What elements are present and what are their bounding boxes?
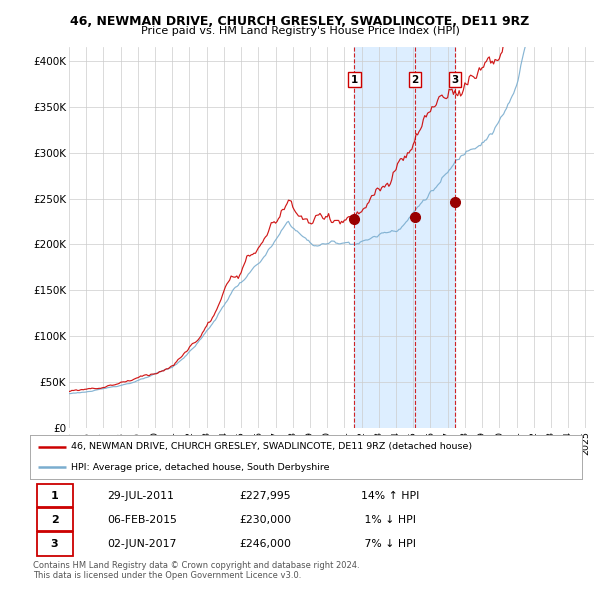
Text: 3: 3 — [51, 539, 58, 549]
Bar — [355, 47, 455, 428]
Text: £230,000: £230,000 — [240, 515, 292, 525]
FancyBboxPatch shape — [37, 532, 73, 556]
Text: 14% ↑ HPI: 14% ↑ HPI — [361, 491, 419, 501]
Text: HPI: Average price, detached house, South Derbyshire: HPI: Average price, detached house, Sout… — [71, 463, 330, 471]
Text: 46, NEWMAN DRIVE, CHURCH GRESLEY, SWADLINCOTE, DE11 9RZ (detached house): 46, NEWMAN DRIVE, CHURCH GRESLEY, SWADLI… — [71, 442, 473, 451]
Text: 46, NEWMAN DRIVE, CHURCH GRESLEY, SWADLINCOTE, DE11 9RZ: 46, NEWMAN DRIVE, CHURCH GRESLEY, SWADLI… — [70, 15, 530, 28]
Text: 1: 1 — [351, 74, 358, 84]
Text: 2: 2 — [411, 74, 418, 84]
FancyBboxPatch shape — [37, 484, 73, 507]
Text: £227,995: £227,995 — [240, 491, 292, 501]
FancyBboxPatch shape — [37, 508, 73, 532]
Text: 02-JUN-2017: 02-JUN-2017 — [107, 539, 176, 549]
Text: £246,000: £246,000 — [240, 539, 292, 549]
Text: Price paid vs. HM Land Registry's House Price Index (HPI): Price paid vs. HM Land Registry's House … — [140, 26, 460, 36]
Text: 1: 1 — [50, 491, 58, 501]
Text: 7% ↓ HPI: 7% ↓ HPI — [361, 539, 416, 549]
Text: 2: 2 — [50, 515, 58, 525]
Text: 1% ↓ HPI: 1% ↓ HPI — [361, 515, 416, 525]
Text: 3: 3 — [451, 74, 458, 84]
Text: Contains HM Land Registry data © Crown copyright and database right 2024.
This d: Contains HM Land Registry data © Crown c… — [33, 560, 359, 580]
Text: 06-FEB-2015: 06-FEB-2015 — [107, 515, 177, 525]
Text: 29-JUL-2011: 29-JUL-2011 — [107, 491, 174, 501]
